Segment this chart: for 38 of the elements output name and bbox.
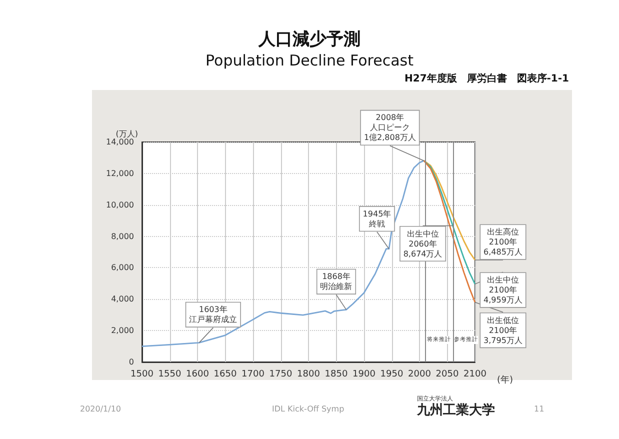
x-tick-label: 1850 <box>324 370 348 380</box>
y-tick-label: 6,000 <box>111 263 134 272</box>
annotation: 1868年明治維新 <box>320 272 352 292</box>
x-tick-label: 1750 <box>269 370 292 380</box>
x-axis-title: (年) <box>497 374 514 386</box>
chart-title: 人口減少予測 <box>258 30 360 50</box>
x-tick-label: 1500 <box>130 370 154 380</box>
text: 2020/1/10 <box>80 404 122 414</box>
x-tick-label: 1900 <box>352 370 376 380</box>
annotation: 出生中位2100年4,959万人 <box>484 276 522 305</box>
annotation: 出生低位2100年3,795万人 <box>484 316 522 345</box>
x-tick-label: 1550 <box>158 370 182 380</box>
y-tick-label: 10,000 <box>106 200 134 210</box>
text: H27年度版 厚労白書 図表序-1-1 <box>404 72 570 84</box>
x-tick-label: 1950 <box>380 370 404 380</box>
x-tick-label: 1650 <box>214 370 237 380</box>
chart-subtitle: Population Decline Forecast <box>206 52 414 70</box>
text: IDL Kick-Off Symp <box>272 404 344 414</box>
y-tick-label: 12,000 <box>106 168 134 178</box>
annotation: 出生高位2100年6,485万人 <box>484 228 522 257</box>
annotation: 1603年江戸幕府成立 <box>189 305 238 324</box>
x-tick-label: 1800 <box>297 370 320 380</box>
y-tick-label: 8,000 <box>111 232 134 241</box>
y-tick-label: 2,000 <box>111 326 134 336</box>
annotation: 2008年人口ピーク1億2,808万人 <box>364 113 416 142</box>
x-tick-label: 1600 <box>186 370 210 380</box>
y-tick-label: 14,000 <box>106 138 134 146</box>
x-tick-label: 2000 <box>408 370 432 380</box>
text: 11 <box>534 404 544 414</box>
y-tick-label: 4,000 <box>111 294 134 304</box>
text: 九州工業大学 <box>416 403 495 418</box>
annotation: 出生中位2060年8,674万人 <box>403 229 442 258</box>
x-tick-label: 1700 <box>242 370 265 380</box>
annotation: 1945年終戦 <box>362 209 392 228</box>
x-tick-label: 2100 <box>464 370 487 380</box>
y-axis-title: (万人) <box>116 130 138 139</box>
y-tick-label: 0 <box>128 358 134 366</box>
x-tick-label: 2050 <box>436 370 459 380</box>
